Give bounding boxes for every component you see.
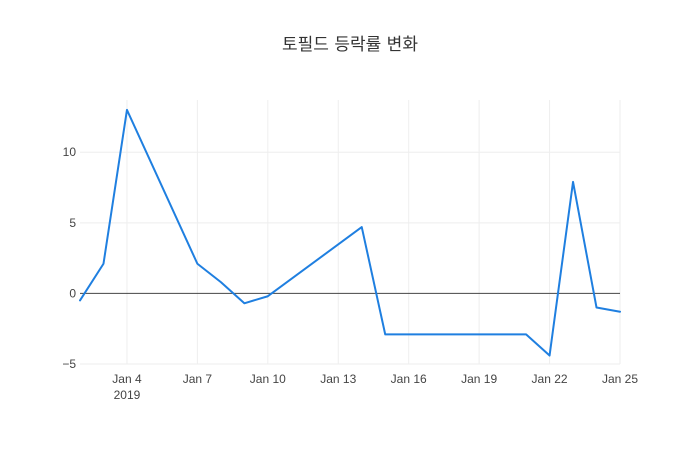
y-tick-label: −5 [62, 357, 76, 371]
y-tick-label: 5 [69, 216, 76, 230]
x-tick-label: Jan 10 [250, 372, 286, 386]
axis-layer: Jan 4 2019 Jan 7 Jan 10 Jan 13 Jan 16 Jan 19 Ja… [62, 145, 638, 402]
x-tick-label: Jan 16 [391, 372, 427, 386]
series-line [79, 108, 621, 357]
grid-layer [80, 100, 621, 365]
y-tick-label: 0 [69, 286, 76, 300]
x-tick-label: Jan 7 [183, 372, 213, 386]
x-tick-label: Jan 25 [602, 372, 638, 386]
x-tick-label: Jan 19 [461, 372, 497, 386]
chart-title: 토필드 등락률 변화 [282, 35, 418, 55]
x-tick-label: Jan 13 [320, 372, 356, 386]
x-tick-label: Jan 22 [532, 372, 568, 386]
series-layer [79, 108, 621, 357]
x-tick-sublabel: 2019 [114, 388, 141, 402]
x-tick-label: Jan 4 [112, 372, 142, 386]
y-tick-label: 10 [63, 145, 77, 159]
